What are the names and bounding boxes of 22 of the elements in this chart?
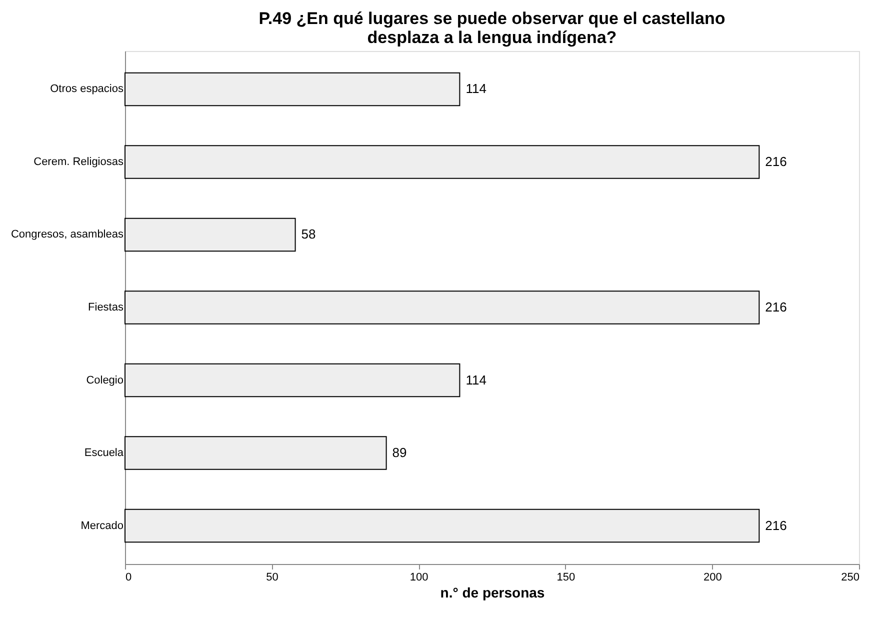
y-tick-label: Fiestas	[88, 302, 124, 314]
data-label: 216	[765, 518, 787, 533]
data-label: 58	[301, 226, 316, 242]
x-tick-label: 0	[126, 572, 132, 584]
data-label: 114	[466, 372, 486, 388]
y-tick-label: Escuela	[84, 447, 124, 460]
chart-title: P.49 ¿En qué lugares se puede observar que el castellano desplaza a la lengua indígena?	[258, 9, 726, 47]
y-tick-label: Congresos, asambleas	[10, 228, 124, 241]
x-tick-label: 150	[556, 572, 576, 584]
x-tick-label: 100	[410, 572, 428, 584]
x-tick-label: 250	[841, 572, 860, 584]
y-tick-label: Otros espacios	[50, 83, 124, 96]
data-label: 216	[765, 154, 787, 169]
x-tick-label: 200	[704, 572, 722, 584]
data-label: 114	[466, 81, 486, 96]
data-label: 216	[765, 300, 787, 314]
x-axis-title: n.° de personas	[440, 584, 545, 600]
y-tick-label: Mercado	[80, 520, 124, 532]
data-label: 89	[392, 445, 407, 460]
x-tick-label: 50	[266, 572, 278, 584]
y-tick-label: Cerem. Religiosas	[34, 156, 124, 168]
y-tick-label: Colegio	[86, 374, 124, 386]
